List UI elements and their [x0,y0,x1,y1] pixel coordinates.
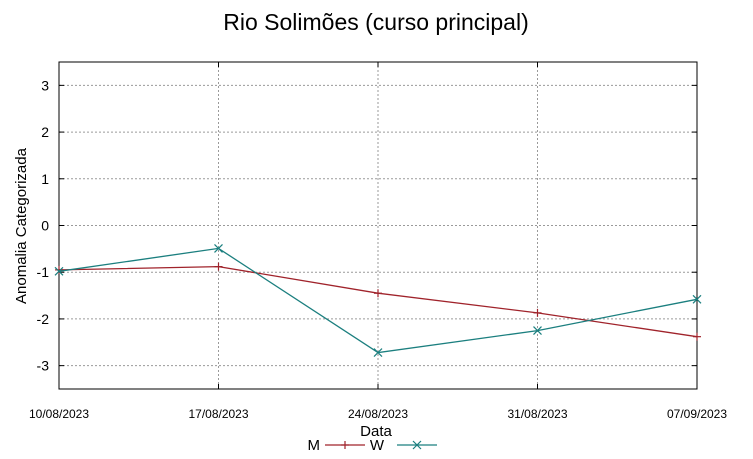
data-point-W [214,243,223,253]
x-tick-label: 07/09/2023 [667,407,727,421]
y-tick-label: 3 [41,77,49,93]
data-point-M [533,308,542,317]
x-tick-label: 10/08/2023 [29,407,89,421]
data-point-M [55,265,63,274]
data-point-W [373,348,383,357]
series-line-W [58,247,698,354]
series-group [54,243,702,357]
y-tick-label: 2 [41,124,49,140]
x-axis-label: Data [360,423,392,440]
data-point-W [54,266,64,276]
y-tick-label: 1 [41,171,49,187]
y-tick-label: -3 [37,358,50,374]
x-tick-label: 31/08/2023 [507,407,567,421]
y-axis-label: Anomalia Categorizada [13,147,30,304]
data-point-W [692,294,702,304]
y-tick-label: -2 [37,311,50,327]
y-axis-ticks: 3 2 1 0 -1 -2 -3 [37,77,697,374]
data-point-M [214,262,223,271]
y-tick-label: -1 [37,264,50,280]
data-point-W [533,326,542,336]
legend-label-W: W [370,437,385,454]
y-tick-label: 0 [41,218,49,234]
legend-marker-W [412,440,422,450]
data-point-M [693,332,701,341]
x-axis-ticks: 10/08/2023 17/08/2023 24/08/2023 31/08/2023… [29,62,727,421]
chart-title: Rio Solimões (curso principal) [223,9,529,35]
x-tick-label: 24/08/2023 [348,407,408,421]
data-point-M [374,289,382,298]
legend-marker-M [341,441,349,449]
grid [59,62,697,389]
legend-label-M: M [308,437,321,454]
x-tick-label: 17/08/2023 [188,407,248,421]
